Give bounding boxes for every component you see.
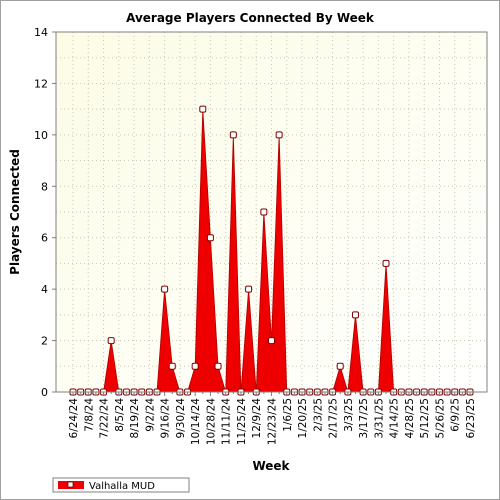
x-tick-label: 6/24/24 <box>68 398 80 439</box>
data-point <box>382 259 390 267</box>
x-tick-label: 7/8/24 <box>83 398 95 432</box>
x-tick-label: 10/28/24 <box>205 398 217 445</box>
x-tick-label: 6/23/25 <box>465 398 477 438</box>
x-tick-label: 3/3/25 <box>343 398 355 432</box>
x-tick-label: 1/6/25 <box>282 398 294 432</box>
y-tick-label: 10 <box>34 129 48 142</box>
x-tick-label: 8/5/24 <box>114 398 126 432</box>
y-tick-label: 12 <box>34 77 48 90</box>
data-point <box>214 362 222 370</box>
x-tick-label: 9/30/24 <box>175 398 187 439</box>
x-tick-label: 11/11/24 <box>221 398 233 445</box>
x-tick-label: 5/26/25 <box>434 398 446 438</box>
x-tick-label: 4/14/25 <box>389 398 401 438</box>
x-tick-label: 3/31/25 <box>373 398 385 438</box>
x-tick-label: 11/25/24 <box>236 398 248 445</box>
y-tick-label: 2 <box>41 335 48 348</box>
x-tick-label: 9/2/24 <box>144 398 156 432</box>
data-point <box>336 362 344 370</box>
x-tick-label: 6/9/25 <box>450 398 462 432</box>
data-point <box>199 105 207 113</box>
legend: Valhalla MUD <box>52 477 190 493</box>
x-tick-label: 8/19/24 <box>129 398 141 439</box>
x-tick-label: 3/17/25 <box>358 398 370 438</box>
data-point <box>351 311 359 319</box>
data-point <box>268 337 275 345</box>
data-point <box>245 285 253 293</box>
x-tick-label: 7/22/24 <box>99 398 111 439</box>
y-axis: 0 2 4 6 8 10 12 14 <box>34 26 56 399</box>
data-point <box>107 337 115 345</box>
x-tick-label: 5/12/25 <box>419 398 431 438</box>
y-tick-label: 0 <box>41 386 48 399</box>
y-axis-label: Players Connected <box>8 149 22 275</box>
legend-label: Valhalla MUD <box>89 481 155 492</box>
data-point <box>229 131 237 139</box>
x-axis: 6/24/24 7/8/24 7/22/24 8/5/24 8/19/24 9/2/24 9… <box>68 392 477 445</box>
x-tick-label: 9/16/24 <box>160 398 172 439</box>
legend-box <box>52 477 190 493</box>
x-tick-label: 12/9/24 <box>251 398 263 439</box>
x-tick-label: 2/3/25 <box>312 398 324 432</box>
grid-lines <box>56 31 487 393</box>
y-tick-label: 4 <box>41 283 48 296</box>
x-tick-label: 4/28/25 <box>404 398 416 438</box>
legend-marker <box>67 481 74 488</box>
data-point <box>168 362 176 370</box>
x-tick-label: 12/23/24 <box>267 398 279 445</box>
y-tick-label: 8 <box>41 180 48 193</box>
y-tick-label: 6 <box>41 232 48 245</box>
data-point <box>206 234 214 242</box>
chart-title: Average Players Connected By Week <box>126 11 375 25</box>
data-point <box>191 362 199 370</box>
y-tick-label: 14 <box>34 26 48 39</box>
x-axis-label: Week <box>252 459 290 473</box>
data-point <box>275 131 283 139</box>
data-point <box>161 285 169 293</box>
data-point <box>260 208 268 216</box>
x-tick-label: 10/14/24 <box>190 398 202 445</box>
x-tick-label: 1/20/25 <box>297 398 309 438</box>
x-tick-label: 2/17/25 <box>328 398 340 438</box>
